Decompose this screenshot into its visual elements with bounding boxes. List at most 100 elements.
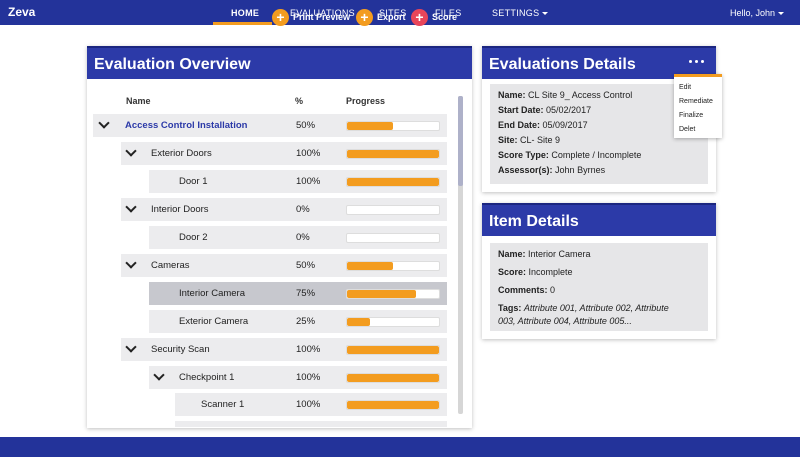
chevron-down-icon[interactable]	[125, 341, 137, 353]
row-name: Exterior Doors	[151, 148, 212, 159]
print-preview-button[interactable]: + Print Preview	[272, 8, 350, 26]
nav-settings-label: SETTINGS	[492, 8, 540, 18]
menu-item-remediate[interactable]: Remediate	[679, 98, 713, 105]
menu-item-finalize[interactable]: Finalize	[679, 112, 704, 119]
row-name: Security Scan	[151, 344, 210, 355]
chevron-down-icon[interactable]	[125, 201, 137, 213]
tree-row-door-1[interactable]: Door 1	[149, 170, 447, 193]
score-label: Score	[432, 12, 458, 22]
row-percent: 100%	[296, 148, 321, 159]
item-details-box: Name: Interior Camera Score: Incomplete …	[490, 243, 708, 331]
eval-site: Site: CL- Site 9	[498, 135, 561, 145]
row-percent: 100%	[296, 344, 321, 355]
chevron-down-icon	[778, 12, 784, 16]
nav-home[interactable]: HOME	[231, 8, 260, 18]
progress-fill	[347, 262, 393, 270]
details-options-menu: Edit Remediate Finalize Delet	[674, 74, 722, 138]
row-name: Checkpoint 1	[179, 372, 235, 383]
row-name[interactable]: Access Control Installation	[125, 120, 248, 131]
row-percent: 75%	[296, 288, 316, 299]
row-percent: 25%	[296, 316, 316, 327]
nav-evaluations[interactable]: EVALUATIONS	[290, 8, 355, 18]
row-name: Exterior Camera	[179, 316, 249, 327]
footer-bar	[0, 437, 800, 457]
score-button[interactable]: + Score	[411, 8, 457, 26]
progress-bar	[346, 261, 440, 271]
row-percent: 100%	[296, 399, 321, 410]
more-options-icon[interactable]	[689, 60, 704, 63]
progress-bar	[346, 121, 440, 131]
plus-icon: +	[272, 8, 289, 26]
progress-fill	[347, 374, 439, 382]
chevron-down-icon[interactable]	[125, 145, 137, 157]
row-name: Door 2	[179, 232, 208, 243]
chevron-down-icon	[542, 12, 549, 16]
nav-files[interactable]: FILES	[435, 8, 462, 18]
tree-row-interior-doors[interactable]: Interior Doors	[121, 198, 447, 221]
evaluation-details-title: Evaluations Details	[489, 56, 636, 73]
menu-item-delete[interactable]: Delet	[679, 126, 696, 133]
plus-icon: +	[356, 8, 373, 26]
brand-logo[interactable]: Zeva	[8, 5, 36, 19]
progress-bar	[346, 233, 440, 243]
export-button[interactable]: + Export	[356, 8, 406, 26]
eval-assessors: Assessor(s): John Byrnes	[498, 165, 606, 175]
nav-active-indicator	[213, 22, 272, 25]
row-percent: 50%	[296, 120, 316, 131]
progress-fill	[347, 290, 416, 298]
eval-score-type: Score Type: Complete / Incomplete	[498, 150, 642, 160]
export-label: Export	[377, 12, 406, 22]
row-percent: 50%	[296, 260, 316, 271]
tree-row-checkpoint-1[interactable]: Checkpoint 1	[149, 366, 447, 389]
row-name: Interior Camera	[179, 288, 245, 299]
eval-start-date: Start Date: 05/02/2017	[498, 105, 592, 115]
progress-bar	[346, 289, 440, 299]
tree-row-exterior-camera[interactable]: Exterior Camera	[149, 310, 447, 333]
tree-row-interior-camera[interactable]: Interior Camera	[149, 282, 447, 305]
tree-row-partial[interactable]	[175, 421, 447, 427]
eval-name: Name: CL Site 9_ Access Control	[498, 90, 633, 100]
nav-settings[interactable]: SETTINGS	[492, 8, 549, 18]
tree-row-scanner-1[interactable]: Scanner 1	[175, 393, 447, 416]
tree-row-access-control-installation[interactable]: Access Control Installation	[93, 114, 447, 137]
progress-bar	[346, 345, 440, 355]
chevron-down-icon[interactable]	[98, 117, 110, 129]
progress-fill	[347, 401, 439, 409]
progress-fill	[347, 318, 370, 326]
tree-row-cameras[interactable]: Cameras	[121, 254, 447, 277]
tree-row-security-scan[interactable]: Security Scan	[121, 338, 447, 361]
row-percent: 100%	[296, 372, 321, 383]
evaluation-details-header: Evaluations Details	[482, 46, 716, 79]
item-tags: Tags: Attribute 001, Attribute 002, Attr…	[498, 303, 669, 326]
progress-bar	[346, 205, 440, 215]
progress-bar	[346, 177, 440, 187]
nav-sites[interactable]: SITES	[379, 8, 407, 18]
chevron-down-icon[interactable]	[125, 257, 137, 269]
scrollbar-track[interactable]	[458, 96, 463, 414]
print-preview-label: Print Preview	[293, 12, 351, 22]
menu-item-edit[interactable]: Edit	[679, 84, 692, 91]
user-menu[interactable]: Hello, John	[730, 8, 784, 18]
row-percent: 100%	[296, 176, 321, 187]
item-comments: Comments: 0	[498, 285, 556, 295]
row-name: Interior Doors	[151, 204, 209, 215]
tree-row-door-2[interactable]: Door 2	[149, 226, 447, 249]
column-header-name: Name	[126, 96, 151, 106]
progress-bar	[346, 149, 440, 159]
progress-fill	[347, 346, 439, 354]
progress-fill	[347, 178, 439, 186]
item-details-panel: Item Details Name: Interior Camera Score…	[482, 203, 716, 339]
chevron-down-icon[interactable]	[153, 369, 165, 381]
column-header-percent: %	[295, 96, 304, 106]
plus-icon: +	[411, 8, 428, 26]
progress-fill	[347, 150, 439, 158]
overview-title: Evaluation Overview	[94, 56, 251, 73]
scrollbar-thumb[interactable]	[458, 96, 463, 186]
tree-row-exterior-doors[interactable]: Exterior Doors	[121, 142, 447, 165]
user-greeting: Hello, John	[729, 8, 775, 18]
progress-bar	[346, 400, 440, 410]
evaluation-details-panel: Evaluations Details Name: CL Site 9_ Acc…	[482, 46, 716, 192]
progress-fill	[347, 122, 393, 130]
overview-header: Evaluation Overview	[87, 46, 472, 79]
item-details-header: Item Details	[482, 203, 716, 236]
